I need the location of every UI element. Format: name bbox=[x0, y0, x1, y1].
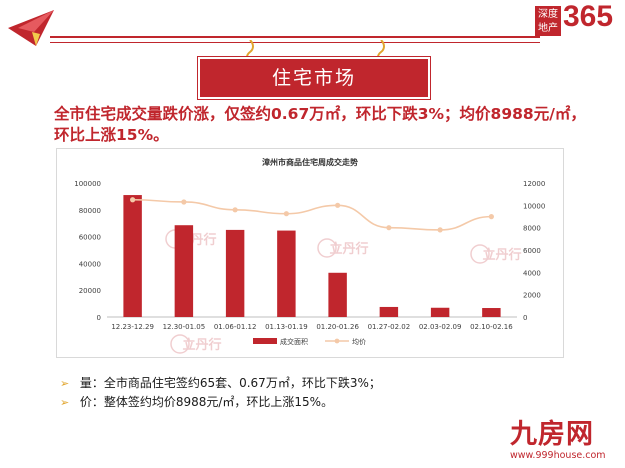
paper-plane-logo-icon bbox=[8, 10, 54, 46]
bullet-text: 量：全市商品住宅签约65套、0.67万㎡，环比下跌3%； bbox=[79, 376, 381, 390]
x-axis-tick-label: 01.27-02.02 bbox=[368, 323, 411, 331]
brand-box: 深度 地产 bbox=[535, 6, 561, 36]
line-point bbox=[335, 202, 341, 208]
header-rule bbox=[50, 36, 540, 38]
left-axis-tick-label: 20000 bbox=[79, 287, 101, 295]
bullet-arrow-icon: ➢ bbox=[60, 396, 70, 409]
legend-bar-swatch bbox=[253, 338, 277, 344]
bullet-text: 价：整体签约均价8988元/㎡，环比上涨15%。 bbox=[79, 395, 334, 409]
legend-label: 均价 bbox=[352, 337, 366, 346]
bar bbox=[174, 225, 194, 317]
x-axis-tick-label: 02.03-02.09 bbox=[419, 323, 462, 331]
left-axis-tick-label: 100000 bbox=[74, 180, 101, 188]
line-point bbox=[283, 211, 289, 217]
watermark: 立丹行 bbox=[470, 244, 522, 264]
x-axis-tick-label: 01.13-01.19 bbox=[265, 323, 308, 331]
footer-logo: 九房网 www.999house.com bbox=[510, 420, 622, 466]
line-point bbox=[437, 227, 443, 233]
x-axis-tick-label: 01.06-01.12 bbox=[214, 323, 257, 331]
brand-logo: 深度 地产 365 bbox=[535, 0, 621, 42]
watermark: 立丹行 bbox=[317, 238, 369, 258]
line-point bbox=[130, 197, 136, 203]
watermark-seal-icon bbox=[170, 334, 190, 354]
bullet-arrow-icon: ➢ bbox=[60, 377, 70, 390]
bar bbox=[225, 229, 245, 317]
footer-logo-text: 九房网 bbox=[510, 419, 594, 450]
chart-title: 漳州市商品住宅周成交走势 bbox=[262, 157, 358, 167]
bar bbox=[328, 272, 347, 317]
headline: 全市住宅成交量跌价涨，仅签约0.67万㎡，环比下跌3%；均价8988元/㎡， 环… bbox=[54, 104, 594, 146]
left-axis-tick-label: 60000 bbox=[79, 234, 101, 242]
x-axis-tick-label: 01.20-01.26 bbox=[316, 323, 359, 331]
right-axis-tick-label: 2000 bbox=[523, 292, 541, 300]
bullet-item: ➢ 价：整体签约均价8988元/㎡，环比上涨15%。 bbox=[60, 393, 580, 412]
right-axis-tick-label: 12000 bbox=[523, 180, 545, 188]
headline-line1: 全市住宅成交量跌价涨，仅签约0.67万㎡，环比下跌3%；均价8988元/㎡， bbox=[54, 105, 586, 123]
watermark-seal-icon bbox=[317, 238, 337, 258]
line-series bbox=[130, 197, 494, 233]
left-axis-tick-label: 0 bbox=[97, 314, 101, 322]
bar bbox=[379, 306, 399, 317]
right-axis-tick-label: 10000 bbox=[523, 202, 545, 210]
watermark-seal-icon bbox=[470, 244, 490, 264]
right-axis-tick-label: 8000 bbox=[523, 225, 541, 233]
brand-number: 365 bbox=[563, 0, 614, 33]
brand-box-line2: 地产 bbox=[538, 23, 558, 34]
left-axis-tick-label: 40000 bbox=[79, 260, 101, 268]
chart-legend: 成交面积 均价 bbox=[253, 337, 366, 346]
x-axis-tick-label: 12.23-12.29 bbox=[111, 323, 154, 331]
left-axis-tick-label: 80000 bbox=[79, 207, 101, 215]
watermark-text: 立丹行 bbox=[482, 247, 521, 263]
right-axis-tick-label: 0 bbox=[523, 314, 527, 322]
bullet-list: ➢ 量：全市商品住宅签约65套、0.67万㎡，环比下跌3%； ➢ 价：整体签约均… bbox=[60, 374, 580, 412]
legend-label: 成交面积 bbox=[280, 337, 308, 346]
watermark-text: 立丹行 bbox=[182, 337, 221, 353]
bar bbox=[482, 308, 501, 317]
section-banner: 住宅市场 bbox=[197, 56, 431, 100]
x-axis-tick-label: 12.30-01.05 bbox=[163, 323, 206, 331]
line-point bbox=[181, 199, 187, 205]
right-axis-tick-label: 6000 bbox=[523, 247, 541, 255]
bullet-item: ➢ 量：全市商品住宅签约65套、0.67万㎡，环比下跌3%； bbox=[60, 374, 580, 393]
bar bbox=[123, 195, 142, 317]
chart-axes: 0 20000 40000 60000 80000 100000 0 2000 4000 6000… bbox=[74, 180, 545, 331]
headline-line2: 环比上涨15%。 bbox=[54, 126, 169, 144]
x-axis-tick-label: 02.10-02.16 bbox=[470, 323, 513, 331]
bar bbox=[430, 307, 450, 317]
line-point bbox=[488, 214, 494, 220]
line-point bbox=[232, 207, 238, 213]
legend-line-marker bbox=[334, 338, 340, 344]
bar bbox=[277, 230, 296, 317]
header-rule-thin bbox=[50, 42, 540, 43]
chart-frame: 漳州市商品住宅周成交走势 立丹行 立丹行 立丹行 立丹行 0 20000 40000 600… bbox=[56, 148, 564, 358]
footer-url[interactable]: www.999house.com bbox=[510, 450, 606, 461]
line-point bbox=[386, 225, 392, 231]
watermark-text: 立丹行 bbox=[329, 241, 368, 257]
right-axis-tick-label: 4000 bbox=[523, 269, 541, 277]
bar-series bbox=[123, 195, 501, 317]
watermark: 立丹行 bbox=[170, 334, 222, 354]
brand-box-line1: 深度 bbox=[538, 9, 558, 20]
